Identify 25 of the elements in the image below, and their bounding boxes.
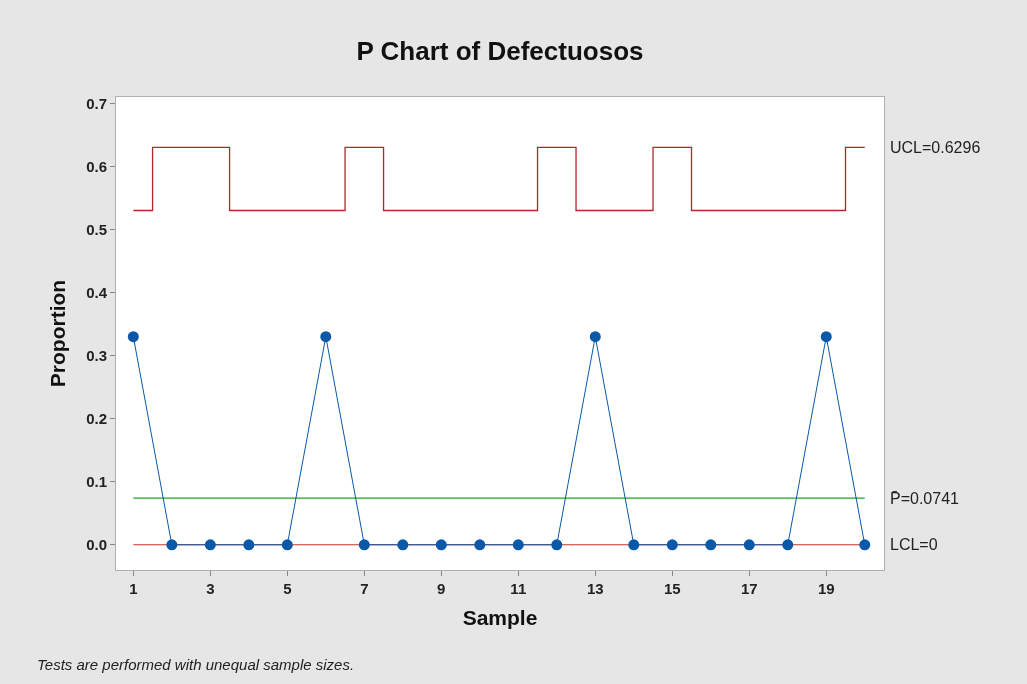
y-tick-label: 0.7 bbox=[86, 94, 107, 112]
x-tick-label: 9 bbox=[437, 580, 446, 597]
x-tick-label: 17 bbox=[740, 580, 758, 597]
x-tick-label: 1 bbox=[129, 580, 138, 597]
ref-line-label: P̄=0.0741 bbox=[890, 490, 960, 507]
text: Tests are performed with unequal sample sizes. bbox=[37, 656, 355, 673]
x-tick-label: 11 bbox=[510, 580, 527, 597]
x-tick-label: 3 bbox=[206, 580, 215, 597]
x-tick-label: 15 bbox=[663, 580, 681, 597]
y-tick-label: 0.6 bbox=[86, 157, 107, 175]
y-tick-label: 0.1 bbox=[86, 472, 107, 490]
series-label: UCL=0.6296 bbox=[890, 139, 981, 156]
chart-title: P Chart of Defectuosos bbox=[356, 36, 644, 67]
x-tick-label: 7 bbox=[360, 580, 369, 597]
y-tick-label: 0.0 bbox=[86, 536, 107, 554]
x-tick-label: 13 bbox=[586, 580, 604, 597]
y-tick-label: 0.3 bbox=[86, 346, 107, 364]
x-tick-label: 19 bbox=[817, 580, 835, 597]
y-tick-label: 0.5 bbox=[86, 220, 107, 238]
y-axis-title: Proportion bbox=[46, 279, 70, 388]
y-tick-label: 0.2 bbox=[86, 409, 107, 427]
x-axis-title: Sample bbox=[462, 606, 538, 630]
x-tick-label: 5 bbox=[283, 580, 292, 597]
ref-line-label: LCL=0 bbox=[890, 536, 938, 553]
y-tick-label: 0.4 bbox=[86, 283, 108, 301]
